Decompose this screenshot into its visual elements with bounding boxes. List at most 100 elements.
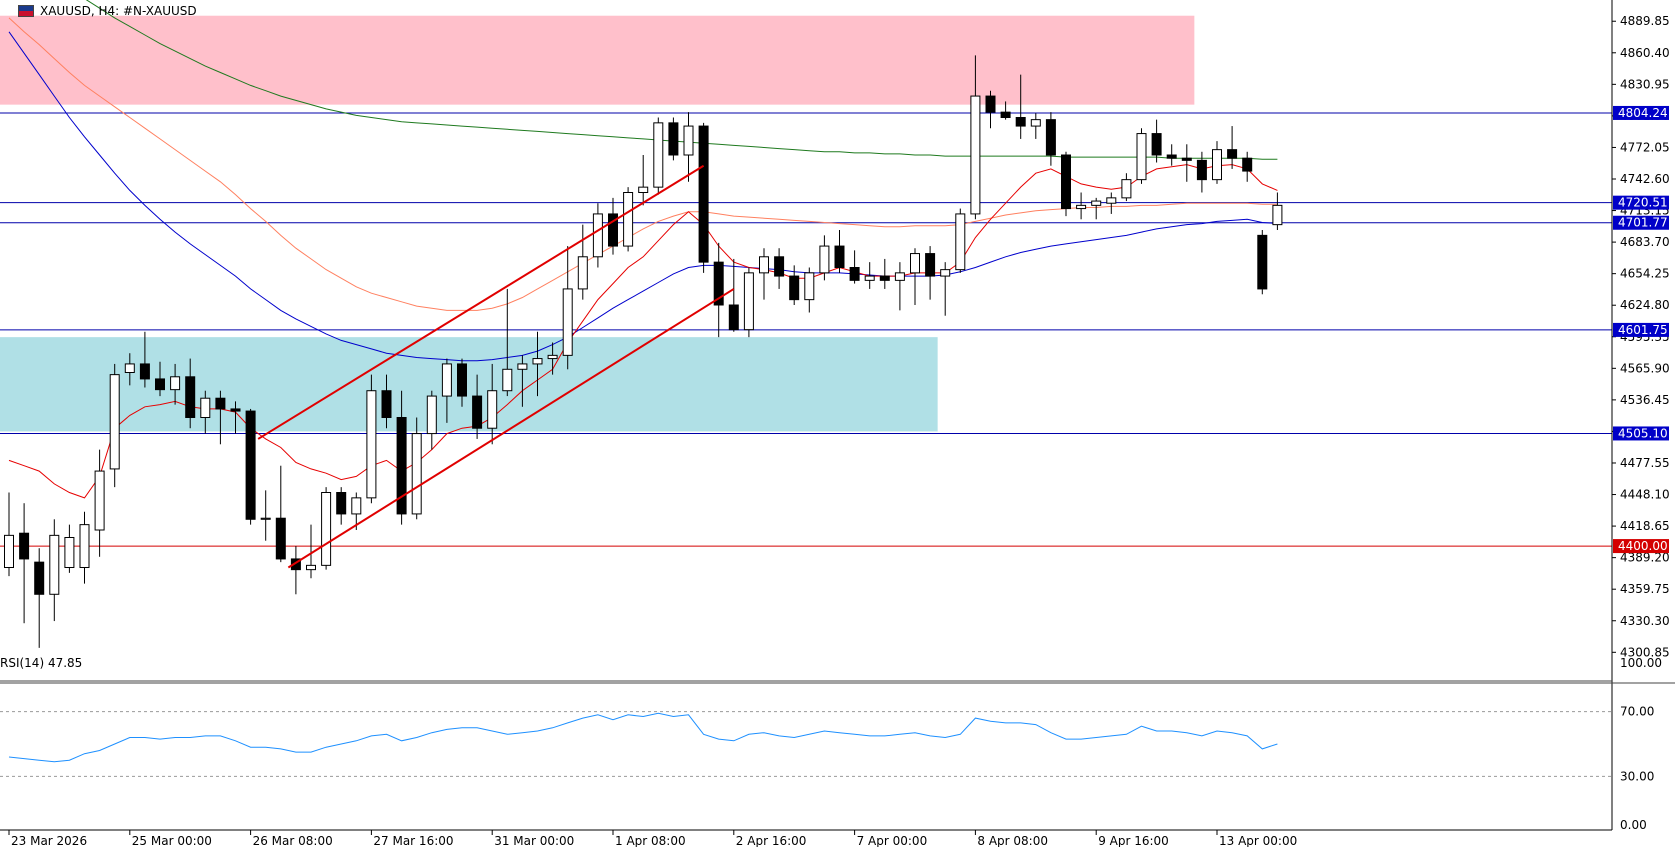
candle-body <box>759 256 769 274</box>
candle-body <box>1181 157 1192 161</box>
candle-body <box>1212 149 1222 181</box>
candle-body <box>457 363 467 397</box>
candle-body <box>4 534 14 568</box>
candle-body <box>1121 179 1132 199</box>
candle-body <box>290 558 301 571</box>
time-tick-label: 23 Mar 2026 <box>11 834 87 847</box>
candle-body <box>275 517 286 560</box>
candle-body <box>1091 200 1102 206</box>
candlesticks <box>4 55 1283 648</box>
time-tick-label: 26 Mar 08:00 <box>253 834 333 847</box>
candle-body <box>532 358 543 365</box>
candle-body <box>1242 157 1253 172</box>
candle-body <box>894 272 905 281</box>
candle-body <box>653 122 664 188</box>
candle-body <box>19 532 30 560</box>
candle-body <box>245 410 256 520</box>
price-tick-label: 4624.80 <box>1620 298 1670 312</box>
candle-body <box>1000 111 1011 119</box>
candle-body <box>1196 159 1207 181</box>
level-price-label: 4400.00 <box>1618 539 1668 553</box>
symbol-header: XAUUSD, H4: #N-XAUUSD <box>18 4 197 18</box>
candle-body <box>1061 154 1071 210</box>
candle-body <box>502 368 513 392</box>
candle-body <box>1227 149 1238 159</box>
time-tick-label: 25 Mar 00:00 <box>132 834 212 847</box>
price-tick-label: 4772.05 <box>1620 140 1670 154</box>
candle-body <box>124 363 135 373</box>
rsi-indicator-label: RSI(14) 47.85 <box>0 656 83 670</box>
candle-body <box>1076 204 1087 210</box>
candle-body <box>955 213 966 271</box>
candle-body <box>774 256 785 277</box>
candle-body <box>426 395 437 435</box>
candle-body <box>638 186 649 193</box>
price-axis: 4889.854860.404830.954801.504772.054742.… <box>0 0 1675 830</box>
level-price-label: 4505.10 <box>1618 426 1668 440</box>
candle-body <box>970 95 981 215</box>
price-tick-label: 4860.40 <box>1620 46 1670 60</box>
candle-body <box>879 275 890 281</box>
candle-body <box>215 397 226 410</box>
candle-body <box>910 253 920 274</box>
time-tick-label: 9 Apr 16:00 <box>1098 834 1169 847</box>
resistance-zone <box>0 15 1195 105</box>
candle-body <box>698 125 709 263</box>
candle-body <box>1030 119 1041 127</box>
candle-body <box>743 272 754 331</box>
candle-body <box>728 304 739 331</box>
level-price-tag <box>1613 105 1669 120</box>
candle-body <box>472 395 483 429</box>
level-price-label: 4804.24 <box>1618 106 1668 120</box>
candle-body <box>441 363 452 397</box>
candle-body <box>517 363 528 370</box>
rsi-tick-label: 70.00 <box>1620 705 1654 719</box>
candle-body <box>834 245 845 268</box>
price-zones <box>0 15 1195 432</box>
candle-body <box>1136 133 1147 181</box>
level-price-tag <box>1613 195 1669 210</box>
candle-body <box>306 564 316 571</box>
rsi-panel: 100.00 70.00 30.00 0.00 <box>0 656 1662 832</box>
candle-body <box>351 497 362 515</box>
candle-body <box>623 192 634 247</box>
candle-body <box>864 275 875 281</box>
candle-body <box>789 275 800 301</box>
candle-body <box>985 95 996 113</box>
candle-body <box>411 433 422 515</box>
us-flag-icon <box>18 5 34 17</box>
candle-body <box>49 534 60 595</box>
candle-body <box>64 537 75 568</box>
rsi-tick-label: 100.00 <box>1620 656 1662 670</box>
trend-channel <box>257 164 735 569</box>
candle-body <box>547 354 558 360</box>
price-tick-label: 4359.75 <box>1620 582 1670 596</box>
candle-body <box>139 363 150 380</box>
candle-body <box>1045 119 1056 156</box>
level-price-tag <box>1613 539 1669 554</box>
candle-body <box>925 253 936 277</box>
level-price-label: 4701.77 <box>1618 216 1668 230</box>
candle-body <box>713 261 724 306</box>
level-price-label: 4720.51 <box>1618 196 1668 210</box>
level-price-label: 4601.75 <box>1618 323 1668 337</box>
candle-body <box>79 524 90 569</box>
ma-blue-line <box>8 31 1278 362</box>
candle-body <box>849 267 860 281</box>
price-tick-label: 4565.90 <box>1620 361 1670 375</box>
price-tick-label: 4889.85 <box>1620 14 1670 28</box>
candle-body <box>155 378 165 391</box>
time-tick-label: 8 Apr 08:00 <box>977 834 1048 847</box>
candle-body <box>562 288 573 356</box>
level-price-tag <box>1613 215 1669 230</box>
candle-body <box>1015 117 1026 127</box>
candle-body <box>34 561 45 595</box>
price-tick-label: 4300.85 <box>1620 645 1670 659</box>
candle-body <box>94 470 105 531</box>
candle-body <box>185 376 196 418</box>
candle-body <box>170 376 181 391</box>
support-zone <box>0 337 938 432</box>
price-tick-label: 4536.45 <box>1620 393 1670 407</box>
price-tick-label: 4330.30 <box>1620 614 1670 628</box>
